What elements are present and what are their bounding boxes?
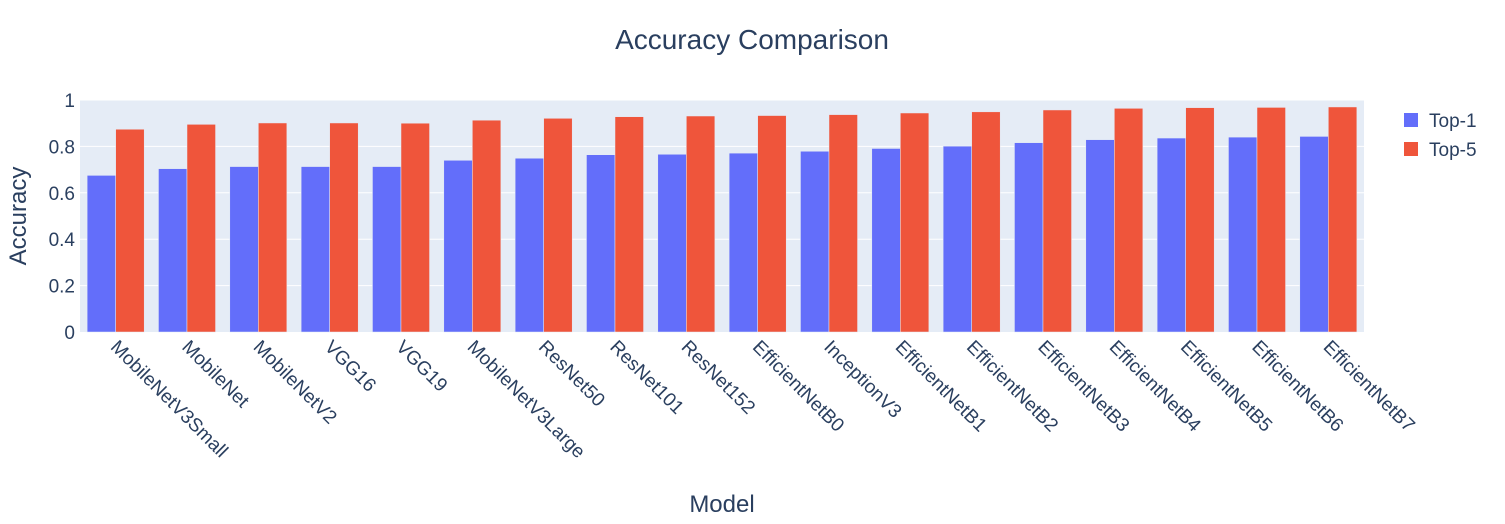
bar-top-1[interactable] [229, 166, 259, 333]
bar-top-1[interactable] [1299, 136, 1329, 333]
legend-label: Top-1 [1429, 111, 1477, 132]
bar-top-5[interactable] [543, 118, 573, 333]
y-tick-label: 0 [64, 323, 75, 344]
y-tick-label: 0.8 [49, 137, 75, 158]
bar-top-5[interactable] [1042, 109, 1072, 333]
chart-title: Accuracy Comparison [615, 24, 889, 55]
bar-top-5[interactable] [900, 112, 930, 333]
legend-item-top-1[interactable]: Top-1 [1404, 111, 1477, 132]
bar-top-1[interactable] [871, 148, 901, 333]
x-tick-label: MobileNet [177, 337, 253, 413]
x-tick-label: ResNet101 [605, 337, 687, 419]
bar-top-5[interactable] [400, 122, 430, 333]
y-axis-ticks: 0 0.2 0.4 0.6 0.8 1 [49, 91, 76, 344]
plot-area [80, 100, 1364, 332]
bar-top-5[interactable] [971, 111, 1001, 333]
y-tick-label: 0.6 [49, 184, 75, 205]
x-tick-label: ResNet152 [677, 337, 759, 419]
y-axis-title: Accuracy [5, 167, 32, 266]
x-tick-label: MobileNetV3Small [106, 337, 231, 462]
bar-top-5[interactable] [472, 119, 502, 333]
bar-top-5[interactable] [258, 122, 288, 333]
bar-top-1[interactable] [86, 175, 116, 333]
bar-top-1[interactable] [657, 154, 687, 333]
bar-top-1[interactable] [942, 145, 972, 333]
bar-top-5[interactable] [1114, 108, 1144, 333]
bar-top-5[interactable] [614, 116, 644, 333]
bar-top-5[interactable] [686, 115, 716, 333]
bar-top-5[interactable] [828, 114, 858, 333]
bar-top-5[interactable] [1328, 106, 1358, 333]
bar-top-5[interactable] [186, 124, 216, 333]
bar-top-1[interactable] [586, 154, 616, 333]
bars [86, 106, 1358, 333]
bar-top-1[interactable] [728, 152, 758, 333]
legend-label: Top-5 [1429, 140, 1477, 161]
y-tick-label: 0.2 [49, 277, 75, 298]
bar-top-1[interactable] [514, 157, 544, 333]
x-tick-label: ResNet50 [534, 337, 609, 412]
bar-top-1[interactable] [300, 166, 330, 333]
bar-top-1[interactable] [1085, 139, 1115, 333]
bar-top-1[interactable] [800, 151, 830, 333]
x-tick-label: VGG19 [391, 337, 451, 397]
bar-top-1[interactable] [1156, 137, 1186, 333]
bar-top-5[interactable] [1256, 107, 1286, 333]
x-axis-title: Model [689, 491, 754, 518]
bar-top-1[interactable] [1014, 142, 1044, 333]
bar-top-5[interactable] [329, 122, 359, 333]
bar-top-5[interactable] [115, 128, 145, 333]
y-tick-label: 1 [64, 91, 75, 112]
y-tick-label: 0.4 [49, 230, 76, 251]
x-tick-label: MobileNetV3Large [463, 337, 589, 463]
bar-top-1[interactable] [158, 168, 188, 333]
legend-swatch [1404, 113, 1418, 127]
bar-top-5[interactable] [1185, 107, 1215, 333]
legend-item-top-5[interactable]: Top-5 [1404, 140, 1477, 161]
x-tick-label: VGG16 [320, 337, 380, 397]
bar-top-5[interactable] [757, 115, 787, 333]
legend-swatch [1404, 142, 1418, 156]
legend[interactable]: Top-1 Top-5 [1404, 111, 1477, 161]
x-axis-ticks: MobileNetV3SmallMobileNetMobileNetV2VGG1… [106, 337, 1418, 463]
bar-top-1[interactable] [443, 160, 473, 333]
bar-top-1[interactable] [372, 166, 402, 333]
bar-top-1[interactable] [1228, 136, 1258, 333]
gridlines [80, 99, 1364, 287]
